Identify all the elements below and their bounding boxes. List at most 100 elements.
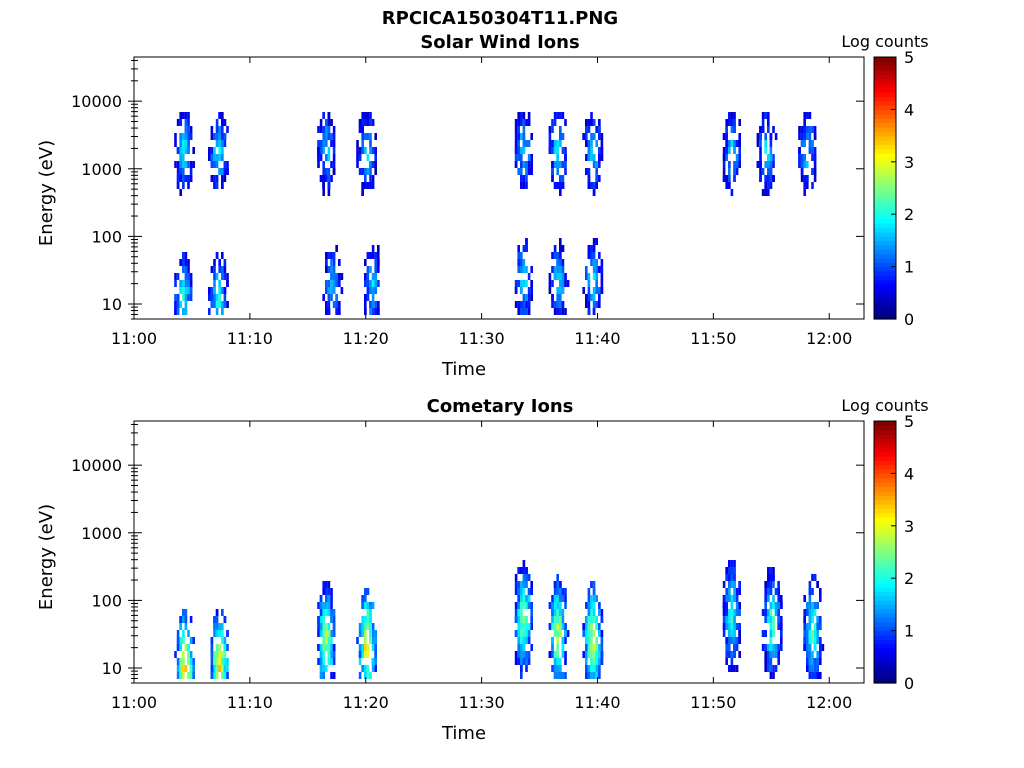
heatmap-cell <box>769 154 773 161</box>
heatmap-cell <box>585 651 588 658</box>
heatmap-cells <box>174 560 825 679</box>
heatmap-cell <box>556 602 559 609</box>
heatmap-cell <box>374 644 377 651</box>
heatmap-cell <box>330 637 333 644</box>
heatmap-cell <box>772 665 775 672</box>
heatmap-cell <box>179 154 182 161</box>
colorbar-segment <box>874 621 896 627</box>
heatmap-cell <box>332 161 336 168</box>
heatmap-cell <box>366 133 370 140</box>
heatmap-cell <box>728 112 731 119</box>
colorbar-segment <box>874 464 896 470</box>
heatmap-cell <box>371 623 375 630</box>
colorbar-segment <box>874 678 896 684</box>
heatmap-cell <box>561 616 565 623</box>
x-tick-label: 11:20 <box>343 693 389 712</box>
colorbar-segment <box>874 244 896 250</box>
heatmap-cell <box>374 287 377 294</box>
heatmap-cell <box>377 280 380 287</box>
heatmap-cell <box>585 154 588 161</box>
heatmap-cell <box>564 280 567 287</box>
heatmap-cell <box>561 609 565 616</box>
heatmap-cell <box>187 133 190 140</box>
colorbar-tick-label: 1 <box>904 622 914 641</box>
heatmap-cell <box>226 273 229 280</box>
heatmap-cell <box>722 602 726 609</box>
y-tick-label: 100 <box>91 227 122 246</box>
heatmap-cell <box>520 175 523 182</box>
heatmap-cell <box>358 658 362 665</box>
heatmap-cell <box>556 665 559 672</box>
heatmap-cell <box>522 161 526 168</box>
x-tick-label: 11:10 <box>227 693 273 712</box>
heatmap-cell <box>182 665 185 672</box>
heatmap-cell <box>733 112 736 119</box>
heatmap-cell <box>218 630 221 637</box>
axes-frame <box>133 420 865 684</box>
heatmap-cell <box>361 595 364 602</box>
heatmap-cell <box>520 637 523 644</box>
heatmap-cell <box>356 140 359 147</box>
heatmap-cell <box>361 651 364 658</box>
heatmap-cell <box>174 273 177 280</box>
heatmap-cell <box>374 301 377 308</box>
heatmap-cell <box>735 609 739 616</box>
heatmap-cell <box>174 308 177 315</box>
heatmap-cell <box>559 112 562 119</box>
heatmap-cell <box>587 651 591 658</box>
colorbar-segment <box>874 451 896 457</box>
heatmap-cell <box>218 266 221 273</box>
colorbar-segment <box>874 421 896 426</box>
heatmap-cell <box>767 644 770 651</box>
heatmap-cell <box>725 574 728 581</box>
heatmap-cell <box>213 623 216 630</box>
heatmap-cell <box>559 161 562 168</box>
heatmap-cell <box>317 154 320 161</box>
heatmap-cell <box>223 294 227 301</box>
heatmap-cell <box>722 161 726 168</box>
heatmap-cell <box>208 287 211 294</box>
heatmap-cell <box>358 168 362 175</box>
heatmap-cell <box>733 147 736 154</box>
heatmap-cell <box>587 301 591 308</box>
heatmap-cell <box>553 595 557 602</box>
heatmap-cell <box>530 581 533 588</box>
heatmap-cell <box>808 658 812 665</box>
x-tick-label: 11:50 <box>690 693 736 712</box>
heatmap-cell <box>184 147 188 154</box>
heatmap-cell <box>564 273 567 280</box>
heatmap-cell <box>322 602 325 609</box>
heatmap-cell <box>213 147 216 154</box>
heatmap-cell <box>514 140 518 147</box>
heatmap-cell <box>371 161 375 168</box>
y-tick-label: 10 <box>102 295 122 314</box>
heatmap-cell <box>317 630 320 637</box>
colorbar-segment <box>874 600 896 605</box>
heatmap-cell <box>520 623 523 630</box>
heatmap-cell <box>813 168 817 175</box>
heatmap-cell <box>590 665 593 672</box>
heatmap-cell <box>520 595 523 602</box>
heatmap-cell <box>332 644 336 651</box>
heatmap-cell <box>769 616 773 623</box>
heatmap-cell <box>517 623 520 630</box>
heatmap-cell <box>327 602 331 609</box>
heatmap-cell <box>361 119 364 126</box>
heatmap-cell <box>366 672 370 679</box>
heatmap-cell <box>182 630 185 637</box>
heatmap-cell <box>514 119 518 126</box>
heatmap-cell <box>369 672 372 679</box>
heatmap-cell <box>189 665 193 672</box>
colorbar-segment <box>874 240 896 246</box>
colorbar-tick-label: 4 <box>904 100 914 119</box>
heatmap-cell <box>728 140 731 147</box>
heatmap-cell <box>176 644 180 651</box>
heatmap-cell <box>559 294 562 301</box>
heatmap-cell <box>722 133 726 140</box>
heatmap-cell <box>176 168 180 175</box>
heatmap-cell <box>769 133 773 140</box>
heatmap-cell <box>327 175 331 182</box>
heatmap-cell <box>325 308 328 315</box>
heatmap-cell <box>738 581 741 588</box>
heatmap-cell <box>730 567 734 574</box>
